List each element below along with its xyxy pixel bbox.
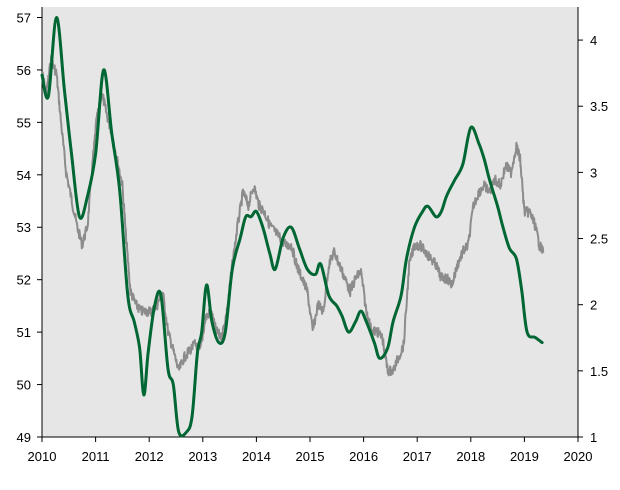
y-left-tick-label: 49: [17, 430, 31, 445]
y-right-tick-label: 3: [590, 165, 597, 180]
x-tick-label: 2010: [28, 449, 57, 464]
series-line-right-axis: [41, 55, 545, 377]
x-axis: 2010 2011 2012 2013 2014 2015 2016 2017 2018 2019…: [28, 436, 593, 464]
y-left-tick-label: 52: [17, 273, 31, 288]
y-right-tick-label: 3.5: [590, 99, 608, 114]
y-left-tick-label: 54: [17, 168, 31, 183]
y-left-tick-label: 55: [17, 115, 31, 130]
series-line-left-axis: [40, 15, 544, 438]
y-left-tick-label: 50: [17, 378, 31, 393]
x-tick-label: 2015: [296, 449, 325, 464]
y-axis-left: 49 50 51 52 53 54 55 56 57: [17, 7, 43, 445]
x-tick-label: 2011: [82, 449, 110, 464]
x-tick-label: 2013: [188, 449, 217, 464]
y-left-tick-label: 53: [17, 220, 31, 235]
y-left-tick-label: 56: [17, 63, 31, 78]
y-right-tick-label: 2: [590, 298, 597, 313]
x-tick-label: 2017: [403, 449, 432, 464]
x-tick-label: 2014: [242, 449, 271, 464]
x-tick-label: 2012: [135, 449, 164, 464]
y-left-tick-label: 57: [17, 10, 31, 25]
x-tick-label: 2020: [564, 449, 593, 464]
x-tick-label: 2018: [456, 449, 485, 464]
x-tick-label: 2019: [510, 449, 539, 464]
y-left-tick-label: 51: [17, 325, 31, 340]
y-right-tick-label: 1: [590, 430, 597, 445]
y-right-tick-label: 4: [590, 33, 597, 48]
y-right-tick-label: 2.5: [590, 232, 608, 247]
series-layer: [40, 15, 545, 438]
plot-area: [42, 7, 578, 437]
x-tick-label: 2016: [349, 449, 378, 464]
y-axis-right: 1 1.5 2 2.5 3 3.5 4: [577, 7, 608, 445]
y-right-tick-label: 1.5: [590, 364, 608, 379]
